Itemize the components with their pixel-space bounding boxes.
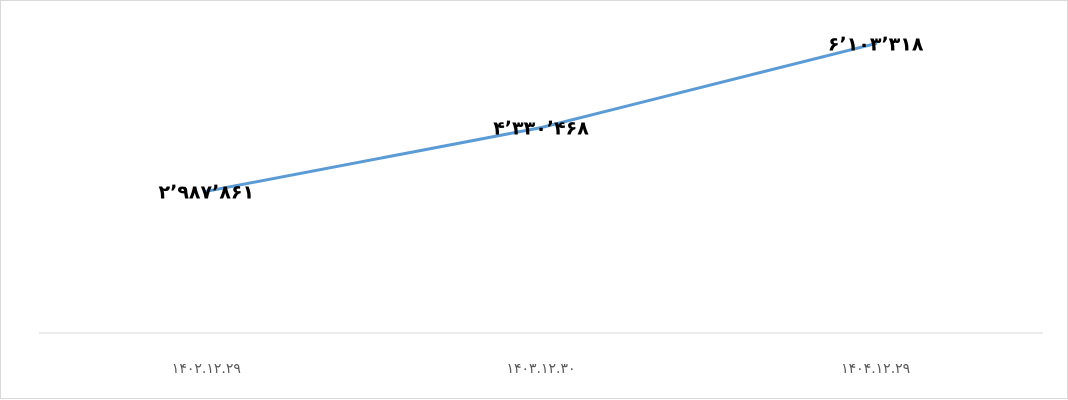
data-label: ۴٬۳۳۰٬۴۶۸: [493, 118, 589, 140]
series-group: [204, 42, 878, 193]
series-line: [204, 42, 878, 193]
data-label: ۲٬۹۸۷٬۸۶۱: [159, 181, 255, 203]
x-tick-label: ۱۴۰۳.۱۲.۳۰: [506, 361, 575, 377]
data-labels-group: ۲٬۹۸۷٬۸۶۱ ۴٬۳۳۰٬۴۶۸ ۶٬۱۰۳٬۳۱۸: [159, 34, 924, 204]
data-label: ۶٬۱۰۳٬۳۱۸: [828, 34, 924, 56]
x-tick-label: ۱۴۰۴.۱۲.۲۹: [841, 361, 910, 377]
x-tick-labels-group: ۱۴۰۲.۱۲.۲۹ ۱۴۰۳.۱۲.۳۰ ۱۴۰۴.۱۲.۲۹: [172, 361, 910, 377]
x-tick-label: ۱۴۰۲.۱۲.۲۹: [172, 361, 241, 377]
